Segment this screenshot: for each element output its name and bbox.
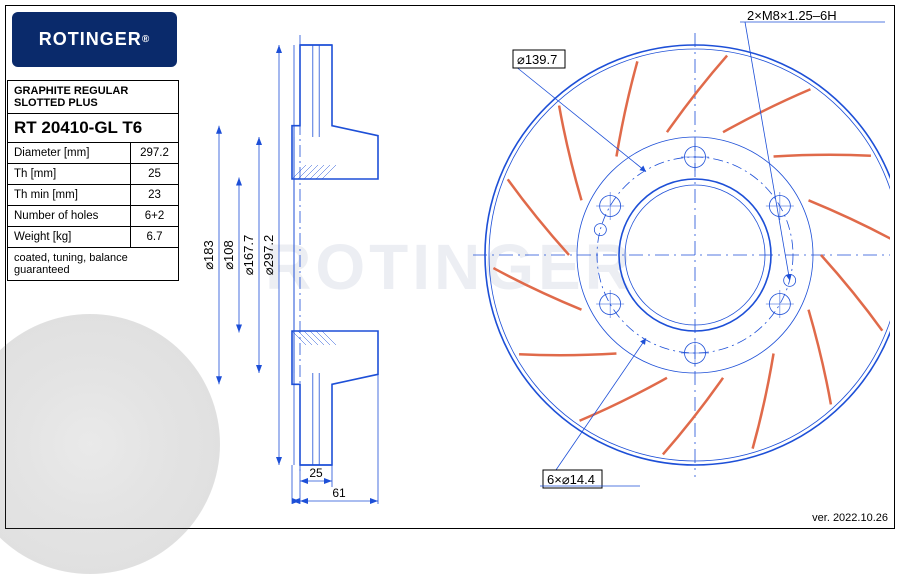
part-number: RT 20410-GL T6 (8, 114, 179, 143)
svg-text:⌀183: ⌀183 (201, 240, 216, 270)
spec-value: 23 (131, 185, 179, 206)
spec-label: Diameter [mm] (8, 143, 131, 164)
footer-note: coated, tuning, balance guaranteed (8, 248, 179, 281)
svg-text:6×⌀14.4: 6×⌀14.4 (547, 472, 595, 487)
spec-label: Th min [mm] (8, 185, 131, 206)
spec-value: 6+2 (131, 206, 179, 227)
svg-text:⌀297.2: ⌀297.2 (261, 235, 276, 275)
spec-label: Weight [kg] (8, 227, 131, 248)
svg-text:⌀167.7: ⌀167.7 (241, 235, 256, 275)
spec-label: Number of holes (8, 206, 131, 227)
technical-drawing: ⌀183⌀108⌀167.7⌀297.26.461252×M8×1.25–6H⌀… (185, 10, 890, 504)
product-line: GRAPHITE REGULAR SLOTTED PLUS (8, 81, 179, 114)
spec-value: 25 (131, 164, 179, 185)
spec-label: Th [mm] (8, 164, 131, 185)
svg-text:25: 25 (309, 466, 323, 480)
spec-value: 6.7 (131, 227, 179, 248)
svg-text:⌀139.7: ⌀139.7 (517, 52, 557, 67)
version-label: ver. 2022.10.26 (812, 512, 888, 524)
brand-logo: ROTINGER® (12, 12, 177, 67)
spec-table: GRAPHITE REGULAR SLOTTED PLUS RT 20410-G… (7, 80, 179, 281)
svg-text:2×M8×1.25–6H: 2×M8×1.25–6H (747, 10, 837, 23)
svg-text:61: 61 (332, 486, 346, 500)
svg-text:⌀108: ⌀108 (221, 240, 236, 270)
spec-value: 297.2 (131, 143, 179, 164)
